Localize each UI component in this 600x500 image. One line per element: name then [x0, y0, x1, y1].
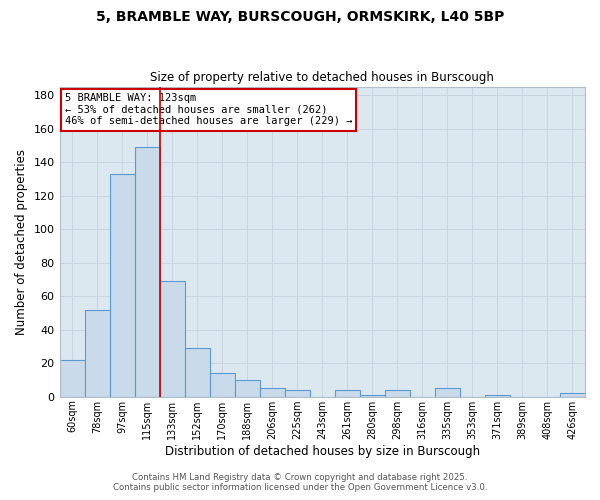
Bar	[235, 380, 260, 396]
Bar	[285, 390, 310, 396]
Title: Size of property relative to detached houses in Burscough: Size of property relative to detached ho…	[151, 72, 494, 85]
Bar	[134, 148, 160, 396]
Y-axis label: Number of detached properties: Number of detached properties	[15, 149, 28, 335]
Text: 5 BRAMBLE WAY: 123sqm
← 53% of detached houses are smaller (262)
46% of semi-det: 5 BRAMBLE WAY: 123sqm ← 53% of detached …	[65, 93, 352, 126]
Bar	[385, 390, 410, 396]
X-axis label: Distribution of detached houses by size in Burscough: Distribution of detached houses by size …	[165, 444, 480, 458]
Bar	[360, 395, 385, 396]
Bar	[485, 395, 510, 396]
Bar	[435, 388, 460, 396]
Bar	[260, 388, 285, 396]
Bar	[209, 373, 235, 396]
Bar	[335, 390, 360, 396]
Bar	[110, 174, 134, 396]
Text: 5, BRAMBLE WAY, BURSCOUGH, ORMSKIRK, L40 5BP: 5, BRAMBLE WAY, BURSCOUGH, ORMSKIRK, L40…	[96, 10, 504, 24]
Bar	[59, 360, 85, 397]
Bar	[85, 310, 110, 396]
Bar	[185, 348, 209, 397]
Bar	[560, 394, 585, 396]
Text: Contains HM Land Registry data © Crown copyright and database right 2025.
Contai: Contains HM Land Registry data © Crown c…	[113, 473, 487, 492]
Bar	[160, 281, 185, 396]
